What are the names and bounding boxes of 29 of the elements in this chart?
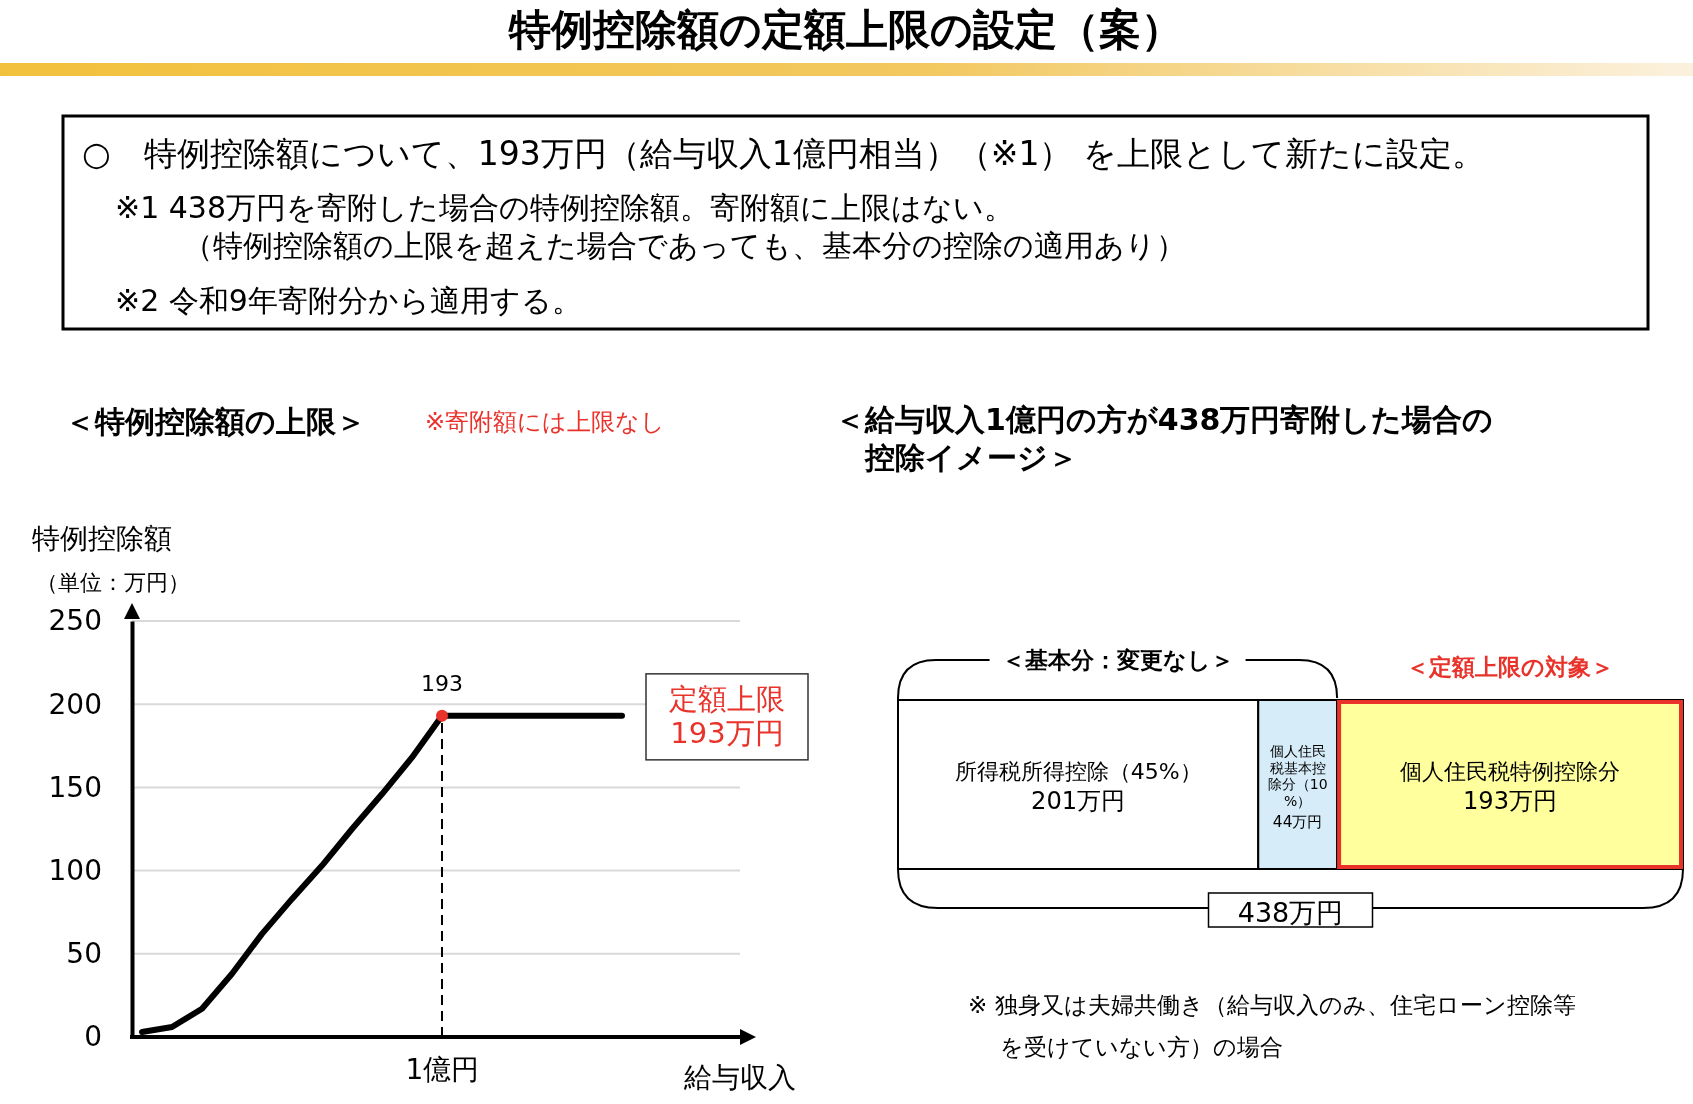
y-axis-title: 特例控除額（単位：万円）: [32, 522, 190, 595]
series-label: 個人住民税特例控除分: [1400, 759, 1621, 784]
y-tick-label: 200: [48, 687, 102, 721]
text: ＜定額上限の対象＞: [1406, 654, 1615, 680]
text: （特例控除額の上限を超えた場合であっても、基本分の控除の適用あり）: [183, 228, 1186, 263]
data-label: 193万円: [1462, 787, 1558, 816]
series-label: 所得税所得控除（45%）: [954, 759, 1202, 784]
y-tick-label: 250: [48, 604, 102, 638]
y-tick-label: 0: [84, 1020, 102, 1054]
text: 特例控除額の定額上限の設定（案）: [508, 5, 1183, 54]
text: 定額上限 193万円: [669, 681, 785, 750]
x-tick-label: 1億円: [405, 1052, 480, 1086]
chart-title: ＜給与収入1億円の方が438万円寄附した場合の控除イメージ＞: [835, 402, 1494, 475]
chart-title: ＜特例控除額の上限＞: [65, 404, 366, 439]
x-axis-title: 給与収入: [683, 1061, 796, 1094]
series-label: 個人住民税基本控除分（10%）: [1267, 742, 1328, 810]
text: ※1 438万円を寄附した場合の特例控除額。寄附額に上限はない。: [115, 190, 1015, 225]
total-label: 438万円: [1237, 897, 1344, 928]
text: ＜基本分：変更なし＞: [1001, 647, 1234, 673]
y-tick-label: 150: [48, 770, 102, 804]
y-tick-label: 50: [66, 937, 102, 971]
chart-subtitle: ※寄附額には上限なし: [425, 408, 666, 436]
data-label: 201万円: [1031, 787, 1126, 816]
data-label: 44万円: [1272, 813, 1323, 832]
y-tick-label: 100: [48, 854, 102, 888]
annotation: 193: [421, 670, 463, 696]
text: ○ 特例控除額について、193万円（給与収入1億円相当）（※1） を上限として新たに設定。: [82, 134, 1485, 173]
text: ※2 令和9年寄附分から適用する。: [115, 283, 582, 318]
text: ※ 独身又は夫婦共働き（給与収入のみ、住宅ローン控除等を受けていない方）の場合: [968, 992, 1576, 1060]
